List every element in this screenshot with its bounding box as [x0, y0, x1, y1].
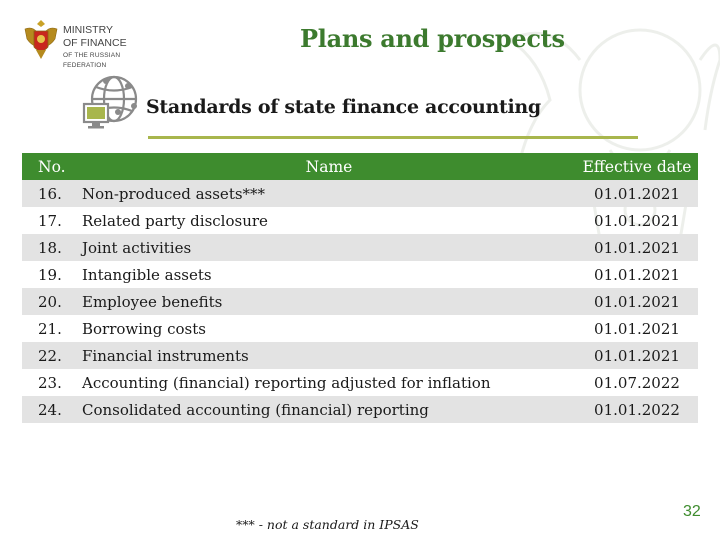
row-name: Employee benefits: [82, 292, 223, 311]
row-no: 22.: [38, 346, 62, 365]
footnote: *** - not a standard in IPSAS: [236, 517, 419, 532]
ministry-line4: FEDERATION: [63, 62, 107, 69]
section-subtitle: Standards of state finance accounting: [146, 96, 541, 118]
table-row: 21. Borrowing costs 01.01.2021: [22, 315, 698, 342]
table-row: 20. Employee benefits 01.01.2021: [22, 288, 698, 315]
row-date: 01.01.2021: [594, 238, 680, 257]
table-row: 17. Related party disclosure 01.01.2021: [22, 207, 698, 234]
row-name: Related party disclosure: [82, 211, 268, 230]
row-date: 01.07.2022: [594, 373, 680, 392]
row-date: 01.01.2021: [594, 346, 680, 365]
row-no: 24.: [38, 400, 62, 419]
row-name: Joint activities: [82, 238, 192, 257]
row-name: Borrowing costs: [82, 319, 206, 338]
table-row: 19. Intangible assets 01.01.2021: [22, 261, 698, 288]
row-no: 17.: [38, 211, 62, 230]
row-date: 01.01.2021: [594, 319, 680, 338]
ministry-line1: MINISTRY: [63, 24, 113, 36]
table-row: 22. Financial instruments 01.01.2021: [22, 342, 698, 369]
table-row: 23. Accounting (financial) reporting adj…: [22, 369, 698, 396]
coat-of-arms-emblem: [24, 20, 58, 59]
row-date: 01.01.2021: [594, 292, 680, 311]
row-name: Accounting (financial) reporting adjuste…: [82, 373, 491, 392]
row-name: Intangible assets: [82, 265, 212, 284]
globe-network-monitor-icon: [82, 75, 138, 129]
row-no: 20.: [38, 292, 62, 311]
ministry-line3: OF THE RUSSIAN: [63, 52, 121, 59]
row-name: Financial instruments: [82, 346, 249, 365]
ministry-logo-text: MINISTRY OF FINANCE OF THE RUSSIAN FEDER…: [63, 24, 127, 70]
row-name: Non-produced assets***: [82, 184, 266, 203]
page-title: Plans and prospects: [300, 24, 565, 53]
table-header: No. Name Effective date: [22, 153, 698, 180]
subtitle-divider: [148, 136, 638, 139]
row-name: Consolidated accounting (financial) repo…: [82, 400, 429, 419]
row-date: 01.01.2021: [594, 211, 680, 230]
table-row: 24. Consolidated accounting (financial) …: [22, 396, 698, 423]
standards-table: No. Name Effective date 16. Non-produced…: [22, 153, 698, 423]
header-date: Effective date: [582, 157, 692, 176]
row-date: 01.01.2021: [594, 184, 680, 203]
row-no: 19.: [38, 265, 62, 284]
row-no: 23.: [38, 373, 62, 392]
row-date: 01.01.2022: [594, 400, 680, 419]
header-no: No.: [38, 157, 66, 176]
header-name: Name: [305, 157, 353, 176]
ministry-line2: OF FINANCE: [63, 37, 127, 49]
row-no: 18.: [38, 238, 62, 257]
row-no: 16.: [38, 184, 62, 203]
row-date: 01.01.2021: [594, 265, 680, 284]
page-number: 32: [683, 503, 701, 520]
table-row: 16. Non-produced assets*** 01.01.2021: [22, 180, 698, 207]
table-row: 18. Joint activities 01.01.2021: [22, 234, 698, 261]
row-no: 21.: [38, 319, 62, 338]
